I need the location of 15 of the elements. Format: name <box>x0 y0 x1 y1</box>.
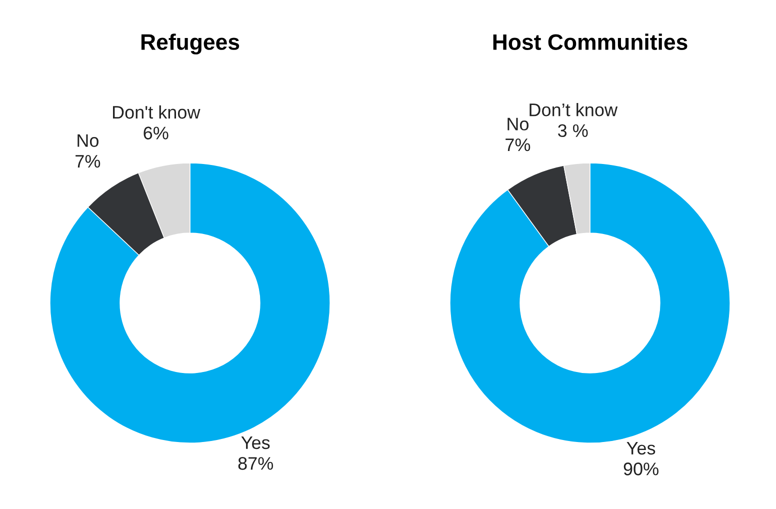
data-label: 90% <box>624 462 658 476</box>
slice-label: Don't know <box>113 105 200 119</box>
data-label: 3 % <box>558 124 588 138</box>
data-label: 6% <box>144 126 168 140</box>
slice-label: Yes <box>241 436 270 450</box>
data-label: 7% <box>76 154 100 168</box>
donut-slice <box>450 162 730 444</box>
slice-label: Don’t know <box>530 103 618 116</box>
chart-title: Refugees <box>141 34 240 54</box>
chart-title: Host Communities <box>493 34 688 50</box>
slice-label: Yes <box>626 442 656 455</box>
data-label: 7% <box>506 138 530 152</box>
slice-label: No <box>508 118 529 130</box>
slice-label: No <box>78 134 98 147</box>
data-label: 87% <box>238 457 274 470</box>
